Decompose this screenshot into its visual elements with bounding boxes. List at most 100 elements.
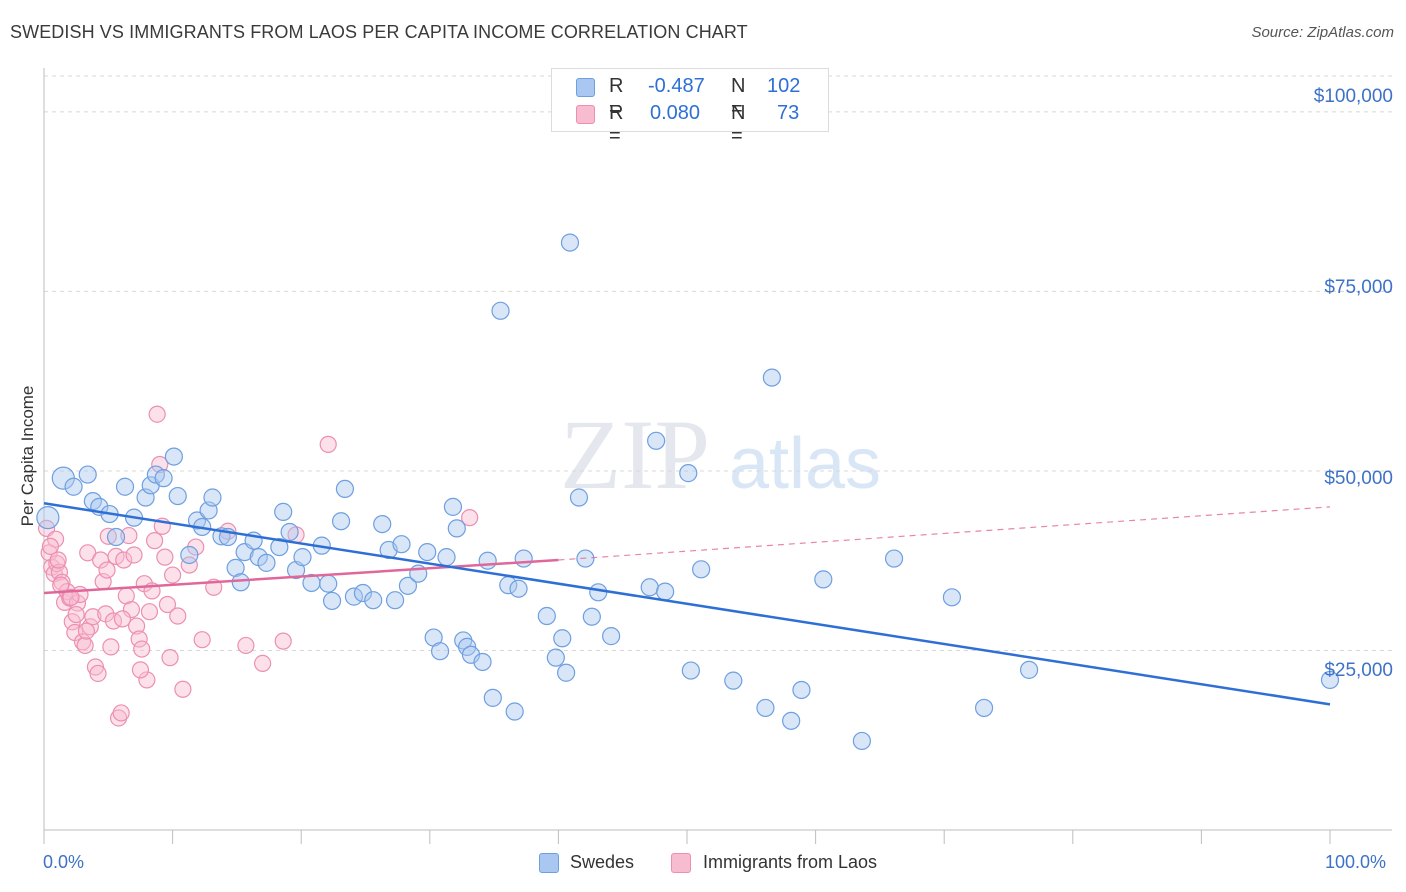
swedes-point	[514, 549, 533, 568]
swedes-point	[478, 551, 497, 570]
legend-r-value: -0.487	[648, 75, 705, 97]
swedes-point	[681, 661, 700, 680]
laos-point	[319, 435, 337, 453]
laos-point	[76, 636, 94, 655]
legend-r-label: R =	[609, 102, 624, 147]
laos-point	[131, 661, 150, 679]
swedes-point	[164, 447, 183, 466]
swedes-point	[319, 574, 338, 593]
y-tick-label-75000: $75,000	[1324, 277, 1393, 298]
swedes-point	[942, 588, 962, 607]
laos-point	[158, 595, 177, 614]
swedes-point	[483, 688, 502, 707]
swedes-point	[385, 591, 405, 610]
laos-point	[99, 527, 117, 545]
swedes-point	[505, 702, 524, 721]
swedes-point	[679, 464, 698, 483]
swedes-point	[640, 578, 659, 597]
swedes-point	[373, 514, 392, 534]
legend-n-value: 102	[767, 75, 801, 97]
swedes-point	[782, 711, 801, 730]
laos-point	[79, 544, 97, 562]
swedes-point	[560, 233, 580, 252]
laos-point	[84, 608, 102, 626]
swedes-point	[430, 642, 450, 661]
laos-point	[151, 455, 169, 474]
bottom-legend-swatch-laos	[671, 853, 691, 873]
swedes-point	[154, 469, 173, 488]
swedes-point	[557, 663, 576, 682]
swedes-point	[473, 652, 492, 672]
swedes-point	[569, 488, 589, 507]
legend-n-label: N =	[731, 75, 746, 120]
laos-point	[156, 548, 174, 566]
correlation-legend: R = -0.487 N = 102 R = 0.080 N = 73	[551, 68, 829, 147]
swedes-point	[322, 591, 342, 611]
swedes-point	[1320, 670, 1340, 690]
laos-points	[37, 405, 479, 727]
chart-title: SWEDISH VS IMMIGRANTS FROM LAOS PER CAPI…	[10, 22, 748, 42]
swedes-point	[364, 591, 383, 610]
legend-r-label: R =	[609, 75, 624, 120]
laos-point	[49, 551, 67, 569]
laos-point	[161, 649, 179, 667]
swedes-point	[257, 553, 276, 572]
laos-point	[115, 551, 133, 569]
source-credit: Source: ZipAtlas.com	[1251, 24, 1394, 41]
swedes-point	[537, 606, 556, 626]
y-tick-label-50000: $50,000	[1324, 468, 1393, 489]
swedes-point	[344, 587, 364, 606]
swedes-point	[353, 583, 373, 603]
swedes-point	[589, 583, 608, 602]
laos-trend-extension	[558, 506, 1331, 561]
laos-point	[77, 622, 96, 640]
laos-point	[461, 509, 479, 527]
watermark: ZIP atlas	[560, 399, 881, 510]
legend-swatch-laos	[576, 105, 595, 124]
laos-point	[53, 573, 71, 591]
swedes-point	[602, 627, 621, 646]
swedes-point	[36, 506, 60, 530]
laos-point	[193, 631, 211, 649]
laos-point	[122, 600, 141, 619]
swedes-trend-line	[43, 502, 1331, 706]
swedes-point	[792, 680, 811, 700]
swedes-point	[64, 477, 83, 496]
laos-point	[254, 654, 272, 673]
swedes-point	[335, 479, 355, 499]
trend-lines	[43, 502, 1331, 706]
swedes-point	[115, 477, 135, 496]
swedes-point	[398, 576, 418, 595]
x-tick-label-min: 0.0%	[43, 852, 85, 872]
swedes-point	[447, 519, 466, 538]
swedes-point	[280, 522, 299, 542]
laos-point	[112, 704, 130, 722]
laos-point	[113, 610, 132, 628]
swedes-point	[762, 368, 781, 387]
laos-point	[98, 561, 116, 579]
laos-point	[125, 546, 143, 564]
swedes-point	[331, 512, 351, 531]
legend-n-value: 73	[777, 102, 800, 124]
laos-point	[67, 605, 85, 624]
laos-point	[138, 671, 156, 689]
laos-point	[102, 638, 120, 656]
laos-point	[89, 664, 107, 683]
y-tick-label-25000: $25,000	[1324, 660, 1393, 681]
swedes-point	[437, 548, 456, 567]
gridlines	[44, 75, 1392, 651]
swedes-point	[293, 548, 312, 567]
swedes-point	[231, 573, 250, 592]
swedes-point	[1019, 660, 1039, 679]
swedes-point	[724, 671, 743, 690]
laos-point	[145, 532, 164, 550]
bottom-legend-swatch-swedes	[539, 853, 559, 873]
swedes-point	[692, 560, 711, 579]
swedes-point	[203, 488, 222, 507]
laos-point	[180, 556, 198, 574]
swedes-point	[106, 527, 126, 547]
swedes-point	[509, 579, 528, 598]
laos-point	[133, 640, 151, 658]
bottom-legend-laos: Immigrants from Laos	[703, 852, 878, 872]
watermark-atlas: atlas	[729, 424, 881, 504]
